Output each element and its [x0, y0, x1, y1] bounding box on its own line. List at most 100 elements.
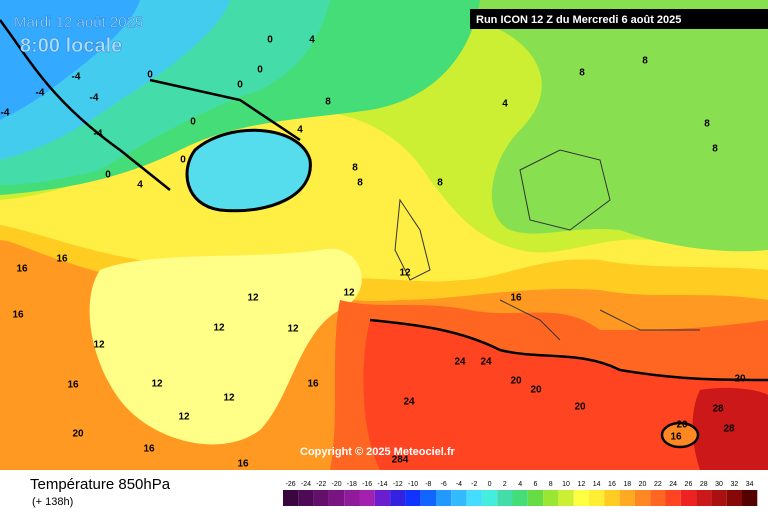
scale-swatch [467, 490, 482, 506]
footer-title: Température 850hPa [30, 476, 171, 493]
scale-swatch [666, 490, 681, 506]
contour-label: 16 [143, 444, 155, 455]
scale-label: 34 [746, 481, 754, 488]
scale-label: 30 [715, 481, 723, 488]
scale-label: 12 [577, 481, 585, 488]
contour-label: 12 [151, 379, 163, 390]
contour-label: 0 [105, 170, 111, 181]
contour-label: 12 [93, 340, 105, 351]
scale-swatch [574, 490, 589, 506]
scale-swatch [635, 490, 650, 506]
scale-label: -14 [377, 481, 387, 488]
contour-label: 20 [574, 402, 586, 413]
footer-lead: (+ 138h) [32, 496, 73, 508]
scale-swatch [558, 490, 573, 506]
contour-label: 16 [670, 432, 682, 443]
scale-label: 8 [549, 481, 553, 488]
scale-label: 20 [639, 481, 647, 488]
contour-label: 12 [213, 323, 225, 334]
scale-label: -16 [362, 481, 372, 488]
scale-swatch [421, 490, 436, 506]
scale-swatch [604, 490, 619, 506]
scale-swatch [589, 490, 604, 506]
scale-swatch [298, 490, 313, 506]
scale-label: -24 [301, 481, 311, 488]
scale-swatch [528, 490, 543, 506]
contour-label: -4 [90, 93, 99, 104]
contour-label: 16 [12, 310, 24, 321]
scale-label: -2 [471, 481, 477, 488]
contour-label: -4 [1, 108, 10, 119]
scale-swatch [513, 490, 528, 506]
contour-label: -4 [72, 72, 81, 83]
contour-label: 16 [16, 264, 28, 275]
scale-swatch [727, 490, 742, 506]
contour-label: 20 [72, 429, 84, 440]
scale-swatch [681, 490, 696, 506]
contour-label: 20 [676, 420, 688, 431]
scale-swatch [543, 490, 558, 506]
scale-label: -18 [347, 481, 357, 488]
scale-label: -26 [286, 481, 296, 488]
contour-label: 8 [704, 119, 710, 130]
contour-label: -4 [94, 129, 103, 140]
time: 8:00 locale [20, 35, 122, 57]
scale-swatch [314, 490, 329, 506]
contour-label: 20 [510, 376, 522, 387]
contour-label: 0 [267, 35, 273, 46]
scale-swatch [360, 490, 375, 506]
contour-label: 28 [723, 424, 735, 435]
scale-label: 2 [503, 481, 507, 488]
scale-swatch [451, 490, 466, 506]
scale-swatch [436, 490, 451, 506]
scale-swatch [482, 490, 497, 506]
contour-label: 0 [257, 65, 263, 76]
contour-label: 12 [223, 393, 235, 404]
contour-label: 16 [56, 254, 68, 265]
scale-label: 26 [685, 481, 693, 488]
contour-label: 4 [297, 125, 303, 136]
scale-swatch [711, 490, 726, 506]
contour-label: 8 [352, 163, 358, 174]
contour-label: 8 [357, 178, 363, 189]
scale-swatch [405, 490, 420, 506]
contour-label: 24 [403, 397, 415, 408]
contour-label: 0 [237, 80, 243, 91]
contour-label: 12 [399, 268, 411, 279]
contour-label: 12 [247, 293, 259, 304]
contour-label: 24 [454, 357, 466, 368]
contour-label: 8 [437, 178, 443, 189]
contour-label: 4 [502, 99, 508, 110]
contour-label: 16 [237, 459, 249, 470]
contour-label: -4 [36, 88, 45, 99]
contour-label: 24 [480, 357, 492, 368]
scale-label: 18 [623, 481, 631, 488]
contour-label: 0 [147, 70, 153, 81]
scale-swatch [344, 490, 359, 506]
contour-label: 20 [734, 374, 746, 385]
date: Mardi 12 août 2025 [14, 14, 143, 31]
scale-label: -22 [316, 481, 326, 488]
contour-label: 8 [579, 68, 585, 79]
contour-label: 4 [137, 180, 143, 191]
contour-label: 20 [530, 385, 542, 396]
contour-label: 12 [287, 324, 299, 335]
scale-label: -8 [425, 481, 431, 488]
scale-label: 4 [518, 481, 522, 488]
contour-label: 8 [712, 144, 718, 155]
scale-swatch [329, 490, 344, 506]
scale-label: -10 [408, 481, 418, 488]
scale-swatch [283, 490, 298, 506]
scale-label: 0 [488, 481, 492, 488]
scale-swatch [497, 490, 512, 506]
scale-label: -12 [393, 481, 403, 488]
scale-label: 24 [669, 481, 677, 488]
contour-label: 12 [178, 412, 190, 423]
map [0, 0, 768, 470]
scale-swatch [696, 490, 711, 506]
scale-label: -6 [441, 481, 447, 488]
contour-label: 8 [325, 97, 331, 108]
scale-label: 28 [700, 481, 708, 488]
contour-label: 16 [307, 379, 319, 390]
